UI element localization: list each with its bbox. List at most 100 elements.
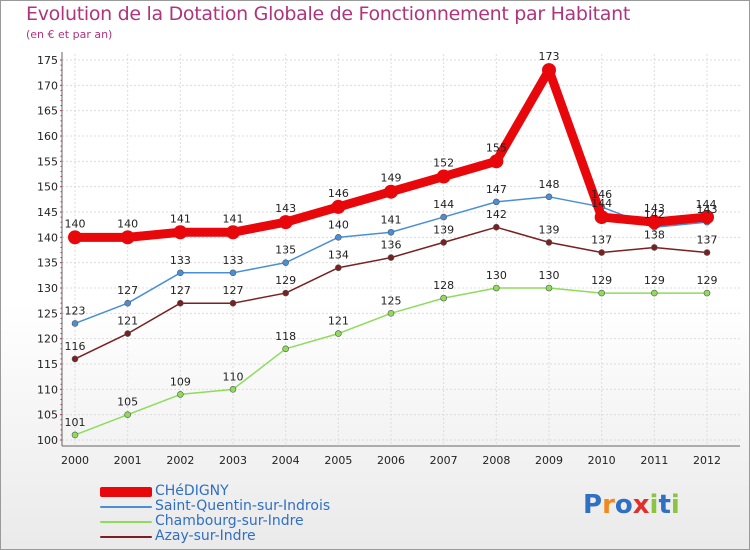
data-label: 144 bbox=[433, 198, 454, 211]
data-label: 123 bbox=[65, 304, 86, 317]
x-tick-label: 2003 bbox=[219, 454, 247, 467]
legend-item: Saint-Quentin-sur-Indrois bbox=[100, 499, 330, 514]
data-label: 130 bbox=[486, 269, 507, 282]
y-tick-label: 160 bbox=[37, 130, 58, 143]
legend-swatch bbox=[100, 520, 152, 523]
y-tick-label: 110 bbox=[37, 383, 58, 396]
data-label: 127 bbox=[170, 284, 191, 297]
data-point bbox=[545, 239, 553, 246]
data-point bbox=[173, 225, 188, 240]
data-point bbox=[700, 210, 714, 225]
data-point bbox=[335, 264, 342, 272]
data-point bbox=[68, 230, 82, 245]
legend-label: Azay-sur-Indre bbox=[155, 528, 256, 544]
data-label: 148 bbox=[539, 178, 560, 191]
data-point bbox=[229, 386, 237, 393]
x-tick-label: 2001 bbox=[114, 454, 142, 467]
data-label: 152 bbox=[433, 157, 454, 170]
data-point bbox=[282, 345, 289, 353]
y-tick-label: 155 bbox=[37, 155, 58, 168]
data-point bbox=[71, 320, 79, 327]
y-tick-label: 125 bbox=[37, 307, 58, 320]
data-label: 139 bbox=[539, 223, 560, 236]
logo-letter: i bbox=[670, 490, 680, 520]
data-label: 138 bbox=[644, 228, 665, 241]
data-label: 143 bbox=[644, 202, 665, 215]
x-tick-label: 2000 bbox=[61, 454, 89, 467]
data-label: 133 bbox=[170, 254, 191, 267]
x-tick-label: 2012 bbox=[693, 454, 721, 467]
data-point bbox=[493, 223, 500, 231]
legend-swatch bbox=[100, 535, 152, 538]
data-point bbox=[278, 215, 293, 230]
data-label: 146 bbox=[591, 188, 612, 201]
logo-letter: r bbox=[602, 490, 615, 520]
data-point bbox=[282, 259, 289, 266]
legend-label: CHéDIGNY bbox=[155, 483, 229, 499]
data-label: 118 bbox=[275, 330, 296, 343]
data-label: 133 bbox=[223, 254, 244, 267]
data-label: 134 bbox=[328, 249, 349, 262]
legend-item: Azay-sur-Indre bbox=[100, 529, 330, 544]
data-label: 141 bbox=[381, 213, 402, 226]
data-label: 155 bbox=[486, 141, 507, 154]
data-label: 127 bbox=[223, 284, 244, 297]
data-label: 142 bbox=[486, 208, 507, 221]
data-point bbox=[703, 249, 711, 256]
legend-item: Chambourg-sur-Indre bbox=[100, 514, 330, 529]
logo-letter: t bbox=[658, 490, 671, 520]
data-point bbox=[124, 299, 131, 307]
x-tick-label: 2010 bbox=[588, 454, 616, 467]
data-point bbox=[594, 210, 609, 225]
data-label: 173 bbox=[539, 50, 560, 63]
data-point bbox=[387, 310, 395, 317]
data-point bbox=[598, 249, 605, 256]
y-tick-label: 120 bbox=[37, 333, 58, 346]
legend: CHéDIGNY Saint-Quentin-sur-Indrois Chambou… bbox=[100, 484, 330, 544]
data-point bbox=[489, 154, 504, 169]
data-label: 135 bbox=[275, 244, 296, 257]
legend-label: Chambourg-sur-Indre bbox=[155, 513, 304, 529]
data-label: 143 bbox=[697, 203, 718, 216]
data-point bbox=[545, 284, 553, 292]
data-point bbox=[598, 289, 605, 297]
data-label: 146 bbox=[328, 187, 349, 200]
data-label: 143 bbox=[275, 202, 296, 215]
data-point bbox=[703, 289, 711, 297]
y-tick-label: 170 bbox=[37, 79, 58, 92]
data-point bbox=[335, 330, 342, 337]
data-label: 141 bbox=[170, 212, 191, 225]
x-tick-label: 2006 bbox=[377, 454, 405, 467]
data-label: 129 bbox=[697, 274, 718, 287]
data-label: 109 bbox=[170, 375, 191, 388]
y-tick-label: 165 bbox=[37, 105, 58, 118]
chart-subtitle: (en € et par an) bbox=[26, 28, 113, 41]
data-label: 101 bbox=[65, 416, 86, 429]
data-point bbox=[384, 184, 398, 199]
y-tick-label: 100 bbox=[37, 434, 58, 447]
data-label: 136 bbox=[381, 239, 402, 252]
data-label: 140 bbox=[328, 218, 349, 231]
chart-title: Evolution de la Dotation Globale de Fonc… bbox=[26, 3, 631, 25]
data-point bbox=[493, 198, 500, 206]
data-point bbox=[387, 228, 395, 236]
data-point bbox=[440, 213, 447, 221]
data-label: 140 bbox=[65, 217, 86, 230]
data-label: 110 bbox=[223, 370, 244, 383]
data-point bbox=[440, 239, 447, 246]
data-point bbox=[177, 299, 184, 307]
data-label: 125 bbox=[381, 294, 402, 307]
x-tick-label: 2002 bbox=[166, 454, 194, 467]
data-point bbox=[387, 254, 395, 261]
data-point bbox=[71, 431, 79, 439]
data-point bbox=[120, 230, 135, 245]
data-point bbox=[440, 294, 447, 302]
logo-letter: x bbox=[632, 490, 650, 520]
data-label: 139 bbox=[433, 223, 454, 236]
data-point bbox=[651, 244, 658, 251]
x-tick-label: 2004 bbox=[272, 454, 300, 467]
data-label: 127 bbox=[117, 284, 138, 297]
x-tick-label: 2008 bbox=[482, 454, 510, 467]
